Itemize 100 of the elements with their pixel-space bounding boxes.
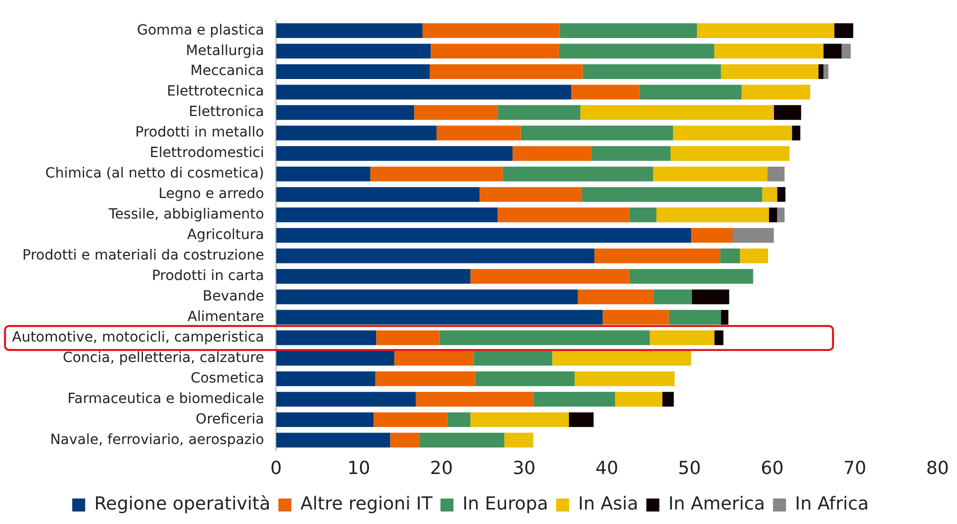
bar <box>470 268 630 284</box>
bar <box>696 23 834 38</box>
bar <box>533 392 616 407</box>
bar <box>276 330 376 346</box>
y-tick-label: Elettrotecnica <box>166 84 264 100</box>
bar <box>592 146 670 161</box>
bar <box>276 84 572 100</box>
y-tick-label: Prodotti in metallo <box>135 124 264 141</box>
bar <box>792 126 800 140</box>
bar <box>276 412 374 428</box>
bar <box>720 310 728 325</box>
bar <box>714 330 724 346</box>
bar <box>823 44 842 58</box>
bar <box>276 126 437 140</box>
bar <box>740 248 768 264</box>
x-tick-label: 80 <box>926 458 949 479</box>
bar <box>732 228 774 243</box>
y-tick-label: Agricoltura <box>187 227 264 244</box>
bar <box>670 146 790 161</box>
y-tick-label: Oreficeria <box>196 411 264 428</box>
bar <box>578 289 654 304</box>
x-tick-label: 10 <box>347 458 370 479</box>
bar <box>375 371 476 386</box>
bar <box>777 187 786 202</box>
bar <box>276 371 376 386</box>
bar <box>692 289 730 304</box>
bar <box>662 392 674 407</box>
bar <box>422 23 560 38</box>
bar <box>720 64 818 79</box>
y-tick-label: Prodotti in carta <box>152 268 264 284</box>
bar <box>842 44 851 58</box>
y-tick-label: Chimica (al netto di cosmetica) <box>45 166 264 182</box>
bar <box>768 208 778 222</box>
bar <box>504 432 534 448</box>
bar <box>767 166 785 182</box>
y-tick-label: Alimentare <box>187 308 264 325</box>
bar <box>582 187 762 202</box>
bar <box>440 330 650 346</box>
bar <box>276 432 390 448</box>
bar <box>834 23 854 38</box>
bar <box>552 350 692 366</box>
y-tick-label: Legno e arredo <box>158 186 264 202</box>
x-tick-label: 30 <box>512 458 536 479</box>
bar <box>498 105 580 120</box>
legend-label: Regione operatività <box>94 494 270 515</box>
y-tick-label: Prodotti e materiali da costruzione <box>22 248 264 264</box>
bar <box>602 310 669 325</box>
bar <box>414 105 498 120</box>
bar <box>374 412 448 428</box>
legend-label: In Asia <box>578 494 638 515</box>
x-tick-label: 60 <box>760 458 784 479</box>
bar <box>818 64 824 79</box>
bar <box>276 248 594 264</box>
y-tick-label: Navale, ferroviario, aerospazio <box>50 432 264 448</box>
x-tick-label: 20 <box>430 458 453 479</box>
y-tick-label: Cosmetica <box>190 370 264 386</box>
x-tick-label: 0 <box>270 458 282 479</box>
bar <box>558 44 714 58</box>
bar <box>276 289 578 304</box>
bar <box>502 166 654 182</box>
y-tick-label: Meccanica <box>190 63 264 80</box>
bar <box>594 248 720 264</box>
bar <box>653 289 692 304</box>
bar <box>276 310 603 325</box>
bar <box>582 64 721 79</box>
bar <box>774 105 802 120</box>
bar <box>276 268 470 284</box>
bar <box>390 432 420 448</box>
bar <box>276 105 414 120</box>
y-tick-label: Metallurgia <box>186 42 264 59</box>
bar <box>498 208 630 222</box>
bar <box>376 330 440 346</box>
bar <box>568 412 594 428</box>
bar <box>276 392 416 407</box>
legend-label: In Africa <box>795 494 869 515</box>
legend-label: In Europa <box>462 494 548 515</box>
bar <box>276 208 498 222</box>
bar <box>640 84 742 100</box>
x-tick-label: 40 <box>595 458 618 479</box>
bar <box>615 392 662 407</box>
bar <box>276 64 430 79</box>
y-tick-label: Elettronica <box>188 104 264 120</box>
y-tick-label: Bevande <box>202 288 264 304</box>
bar <box>480 187 582 202</box>
bar <box>276 23 422 38</box>
y-tick-label: Gomma e plastica <box>137 22 264 38</box>
y-tick-label: Concia, pelletteria, calzature <box>62 350 264 366</box>
bar <box>574 371 675 386</box>
bar <box>276 166 370 182</box>
bar <box>276 187 480 202</box>
bar <box>276 350 394 366</box>
legend-label: In America <box>668 494 766 515</box>
y-tick-label: Tessile, abbigliamento <box>108 206 264 223</box>
bar <box>370 166 503 182</box>
bar <box>475 371 575 386</box>
bar <box>470 412 569 428</box>
legend-label: Altre regioni IT <box>300 494 434 515</box>
bar <box>629 268 754 284</box>
bar <box>430 44 559 58</box>
bar <box>777 208 785 222</box>
